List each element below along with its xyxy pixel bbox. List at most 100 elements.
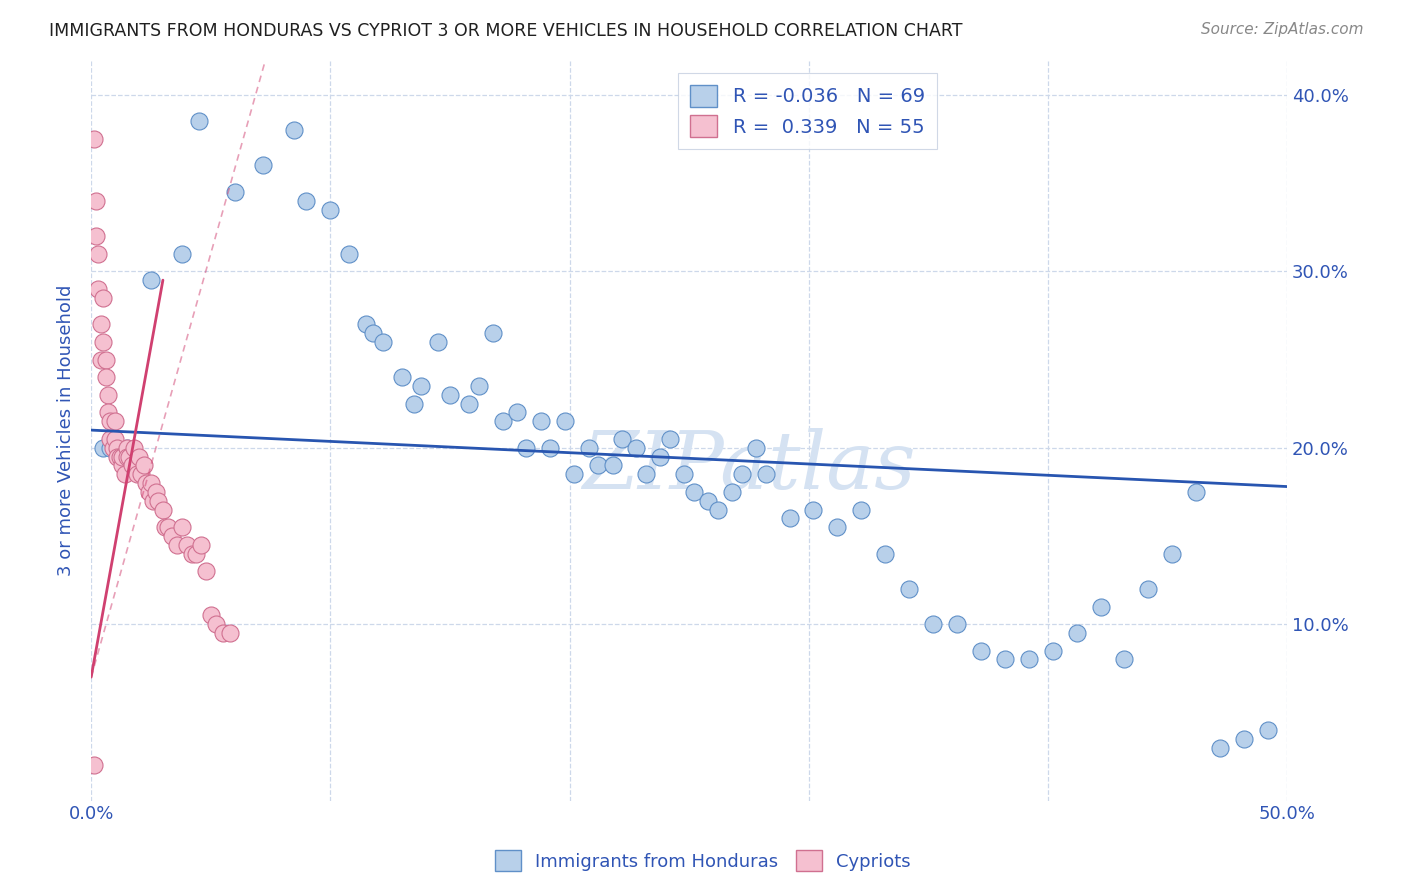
Point <box>875 547 897 561</box>
Point <box>252 158 274 172</box>
Point <box>946 617 969 632</box>
Point <box>94 352 117 367</box>
Point <box>673 467 696 482</box>
Point <box>1114 652 1136 666</box>
Point <box>170 246 193 260</box>
Point <box>104 432 127 446</box>
Point <box>128 450 150 464</box>
Point <box>1066 626 1088 640</box>
Point <box>402 397 425 411</box>
Point <box>354 318 377 332</box>
Point <box>166 538 188 552</box>
Point <box>439 388 461 402</box>
Point <box>194 564 217 578</box>
Point <box>162 529 184 543</box>
Point <box>170 520 193 534</box>
Point <box>1042 643 1064 657</box>
Point <box>180 547 202 561</box>
Point <box>224 185 246 199</box>
Point <box>1233 731 1256 746</box>
Point <box>94 370 117 384</box>
Point <box>295 194 318 208</box>
Point <box>104 441 127 455</box>
Point <box>1137 582 1160 596</box>
Legend: Immigrants from Honduras, Cypriots: Immigrants from Honduras, Cypriots <box>488 843 918 879</box>
Point <box>186 547 208 561</box>
Point <box>139 273 162 287</box>
Point <box>131 467 153 482</box>
Point <box>115 441 138 455</box>
Point <box>108 450 131 464</box>
Point <box>697 493 720 508</box>
Point <box>755 467 778 482</box>
Point <box>1185 484 1208 499</box>
Point <box>707 502 730 516</box>
Point <box>115 450 138 464</box>
Point <box>721 484 744 499</box>
Point <box>659 432 682 446</box>
Point <box>1257 723 1279 737</box>
Point <box>1018 652 1040 666</box>
Point <box>108 441 131 455</box>
Point <box>122 441 145 455</box>
Point <box>745 441 768 455</box>
Point <box>970 643 993 657</box>
Point <box>97 405 120 419</box>
Point <box>319 202 342 217</box>
Point <box>98 441 121 455</box>
Point <box>118 450 141 464</box>
Point <box>554 414 576 428</box>
Point <box>98 432 121 446</box>
Point <box>391 370 413 384</box>
Text: ZIPatlas: ZIPatlas <box>582 428 915 506</box>
Point <box>84 194 107 208</box>
Text: Source: ZipAtlas.com: Source: ZipAtlas.com <box>1201 22 1364 37</box>
Point <box>683 484 706 499</box>
Point <box>562 467 585 482</box>
Point <box>1161 547 1184 561</box>
Point <box>482 326 505 340</box>
Point <box>152 502 174 516</box>
Point <box>145 484 167 499</box>
Point <box>363 326 385 340</box>
Point <box>87 282 110 296</box>
Point <box>636 467 658 482</box>
Point <box>530 414 553 428</box>
Point <box>91 291 114 305</box>
Point <box>187 114 209 128</box>
Point <box>458 397 481 411</box>
Text: IMMIGRANTS FROM HONDURAS VS CYPRIOT 3 OR MORE VEHICLES IN HOUSEHOLD CORRELATION : IMMIGRANTS FROM HONDURAS VS CYPRIOT 3 OR… <box>49 22 963 40</box>
Point <box>427 334 450 349</box>
Point <box>851 502 873 516</box>
Point <box>90 318 112 332</box>
Point <box>626 441 648 455</box>
Point <box>176 538 198 552</box>
Y-axis label: 3 or more Vehicles in Household: 3 or more Vehicles in Household <box>58 285 75 576</box>
Point <box>190 538 212 552</box>
Point <box>114 467 136 482</box>
Point <box>371 334 394 349</box>
Point <box>146 493 169 508</box>
Point <box>1209 740 1232 755</box>
Point <box>515 441 537 455</box>
Point <box>538 441 561 455</box>
Point <box>87 246 110 260</box>
Point <box>111 458 134 473</box>
Point <box>586 458 609 473</box>
Point <box>283 123 305 137</box>
Point <box>97 388 120 402</box>
Point <box>132 458 155 473</box>
Point <box>411 379 433 393</box>
Point <box>731 467 754 482</box>
Point <box>125 467 148 482</box>
Point <box>138 484 160 499</box>
Point <box>602 458 624 473</box>
Point <box>155 520 177 534</box>
Point <box>111 450 134 464</box>
Point <box>211 626 233 640</box>
Point <box>506 405 529 419</box>
Point <box>84 229 107 244</box>
Point <box>107 450 129 464</box>
Point <box>90 352 112 367</box>
Point <box>115 441 138 455</box>
